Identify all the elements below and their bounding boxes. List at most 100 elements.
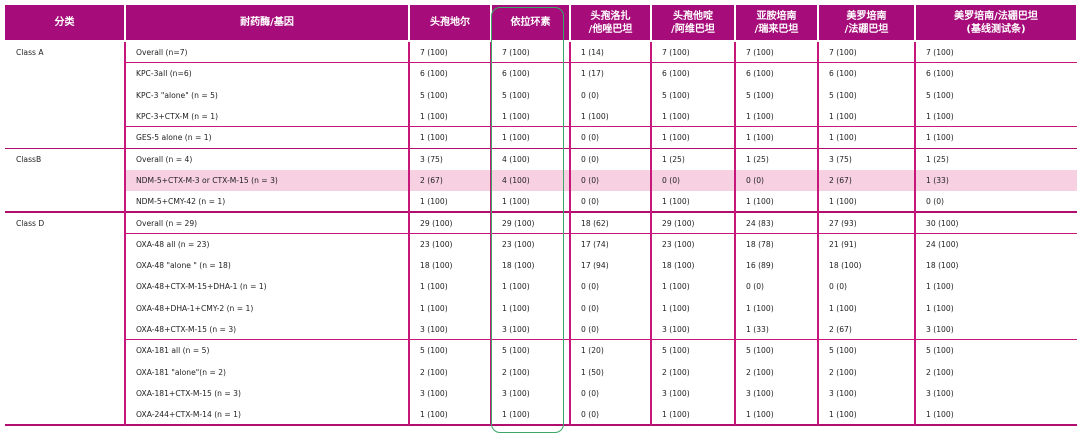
value-cell: 1 (33) [746, 325, 769, 335]
value-cell: 3 (100) [662, 388, 690, 398]
value-cell: 2 (100) [662, 367, 690, 377]
value-cell: 1 (20) [581, 346, 604, 356]
header-enzyme_gene: 耐药酶/基因 [126, 5, 408, 40]
value-cell: 18 (100) [829, 261, 862, 271]
value-cell: 18 (62) [581, 218, 609, 228]
value-cell: 4 (100) [502, 154, 530, 164]
value-cell: 3 (75) [829, 154, 852, 164]
gene-label: KPC-3all (n=6) [136, 69, 192, 79]
value-cell: 2 (100) [829, 367, 857, 377]
gene-label: OXA-181 all (n = 5) [136, 346, 210, 356]
value-cell: 18 (100) [420, 261, 453, 271]
value-cell: 1 (100) [829, 303, 857, 313]
column-rule [569, 42, 571, 426]
value-cell: 1 (100) [420, 112, 448, 122]
header-ceftazidime_avibactam: 头孢他啶 /阿维巴坦 [652, 5, 734, 40]
value-cell: 6 (100) [829, 69, 857, 79]
gene-label: OXA-244+CTX-M-14 (n = 1) [136, 410, 241, 420]
value-cell: 1 (100) [829, 133, 857, 143]
value-cell: 1 (100) [502, 133, 530, 143]
value-cell: 1 (100) [502, 197, 530, 207]
value-cell: 2 (100) [926, 367, 954, 377]
value-cell: 3 (100) [420, 325, 448, 335]
value-cell: 1 (100) [662, 410, 690, 420]
value-cell: 1 (33) [926, 175, 949, 185]
value-cell: 1 (100) [662, 197, 690, 207]
gene-label: KPC-3+CTX-M (n = 1) [136, 112, 219, 122]
value-cell: 29 (100) [420, 218, 453, 228]
value-cell: 5 (100) [829, 346, 857, 356]
group-divider [5, 211, 1077, 213]
row-divider [125, 339, 1077, 341]
gene-label: OXA-48 "alone " (n = 18) [136, 261, 231, 271]
gene-label: NDM-5+CTX-M-3 or CTX-M-15 (n = 3) [136, 175, 278, 185]
value-cell: 3 (100) [829, 388, 857, 398]
header-eravacycline: 依拉环素 [492, 5, 569, 40]
gene-label: NDM-5+CMY-42 (n = 1) [136, 197, 226, 207]
value-cell: 6 (100) [746, 69, 774, 79]
value-cell: 1 (100) [662, 112, 690, 122]
value-cell: 1 (100) [926, 410, 954, 420]
value-cell: 5 (100) [502, 346, 530, 356]
gene-label: OXA-48+CTX-M-15+DHA-1 (n = 1) [136, 282, 267, 292]
gene-label: KPC-3 "alone" (n = 5) [136, 90, 218, 100]
value-cell: 0 (0) [581, 133, 600, 143]
value-cell: 23 (100) [420, 239, 453, 249]
value-cell: 1 (100) [926, 282, 954, 292]
header-ceftolozane: 头孢地尔 [410, 5, 490, 40]
value-cell: 5 (100) [662, 90, 690, 100]
value-cell: 5 (100) [829, 90, 857, 100]
value-cell: 1 (100) [662, 303, 690, 313]
value-cell: 17 (74) [581, 239, 609, 249]
header-meropenem_vaborbactam: 美罗培南 /法硼巴坦 [819, 5, 914, 40]
value-cell: 1 (100) [420, 282, 448, 292]
class-label: Class A [16, 48, 44, 58]
header-ceftolozane_tazobactam: 头孢洛扎 /他唑巴坦 [571, 5, 650, 40]
value-cell: 24 (100) [926, 239, 959, 249]
value-cell: 1 (25) [926, 154, 949, 164]
value-cell: 1 (14) [581, 48, 604, 58]
value-cell: 0 (0) [581, 410, 600, 420]
value-cell: 1 (100) [502, 112, 530, 122]
value-cell: 23 (100) [502, 239, 535, 249]
value-cell: 17 (94) [581, 261, 609, 271]
value-cell: 18 (100) [502, 261, 535, 271]
value-cell: 1 (100) [926, 303, 954, 313]
table-row [125, 169, 1077, 192]
value-cell: 1 (50) [581, 367, 604, 377]
value-cell: 3 (100) [420, 388, 448, 398]
value-cell: 1 (100) [829, 410, 857, 420]
value-cell: 0 (0) [926, 197, 945, 207]
value-cell: 1 (100) [926, 133, 954, 143]
value-cell: 0 (0) [581, 303, 600, 313]
column-rule [408, 42, 410, 426]
value-cell: 18 (78) [746, 239, 774, 249]
value-cell: 1 (100) [502, 410, 530, 420]
column-rule [734, 42, 736, 426]
gene-label: OXA-48+CTX-M-15 (n = 3) [136, 325, 237, 335]
value-cell: 1 (100) [829, 112, 857, 122]
value-cell: 0 (0) [746, 282, 765, 292]
value-cell: 0 (0) [662, 175, 681, 185]
gene-label: Overall (n = 4) [136, 154, 193, 164]
value-cell: 0 (0) [829, 282, 848, 292]
value-cell: 3 (75) [420, 154, 443, 164]
value-cell: 24 (83) [746, 218, 774, 228]
value-cell: 3 (100) [502, 325, 530, 335]
value-cell: 1 (100) [746, 410, 774, 420]
gene-label: Overall (n=7) [136, 48, 188, 58]
value-cell: 2 (100) [502, 367, 530, 377]
value-cell: 0 (0) [581, 325, 600, 335]
value-cell: 7 (100) [420, 48, 448, 58]
value-cell: 2 (67) [420, 175, 443, 185]
class-label: ClassB [16, 154, 42, 164]
value-cell: 5 (100) [926, 346, 954, 356]
group-divider [5, 424, 1077, 426]
value-cell: 0 (0) [581, 154, 600, 164]
gene-label: OXA-181+CTX-M-15 (n = 3) [136, 388, 241, 398]
value-cell: 1 (100) [746, 303, 774, 313]
value-cell: 1 (100) [926, 112, 954, 122]
value-cell: 1 (100) [420, 410, 448, 420]
value-cell: 6 (100) [662, 69, 690, 79]
value-cell: 5 (100) [420, 346, 448, 356]
